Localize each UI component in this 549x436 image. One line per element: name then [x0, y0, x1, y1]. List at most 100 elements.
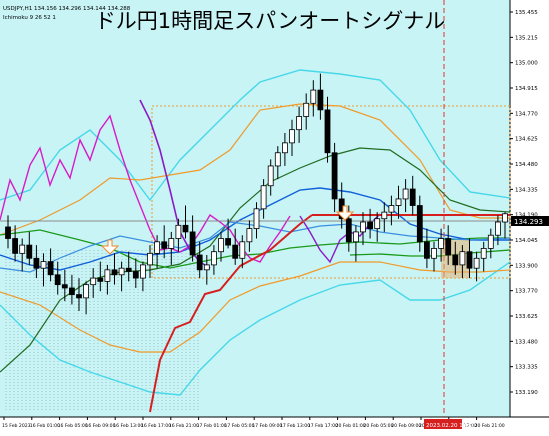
candle-body — [83, 284, 89, 299]
candle-body — [281, 142, 288, 154]
time-tick-label: 17 Feb 01:00 — [197, 423, 227, 429]
current-price-badge — [511, 216, 549, 226]
purple-line-2 — [299, 213, 381, 264]
candle-body — [26, 244, 33, 259]
candle-body — [61, 284, 68, 289]
price-tick-label: 135.455 — [515, 10, 538, 16]
candle-body — [494, 221, 501, 236]
time-tick-label: 17 Feb 13:00 — [280, 423, 310, 429]
time-tick-label: 17 Feb 09:00 — [252, 423, 282, 429]
candle-body — [90, 277, 97, 286]
candle-body — [260, 185, 267, 210]
lower-cyan-band — [0, 261, 511, 396]
candle-body — [182, 224, 189, 233]
candle-body — [154, 241, 161, 254]
candle-body — [303, 102, 310, 117]
candle-body — [118, 267, 125, 276]
candle-body — [367, 221, 374, 230]
candle-body — [19, 244, 26, 254]
time-tick-label: 20 Feb 01:00 — [336, 423, 366, 429]
time-tick-label: 16 Feb 01:00 — [30, 423, 60, 429]
candle-body — [253, 208, 260, 230]
sell-arrow[interactable] — [335, 205, 355, 221]
buy-arrow[interactable] — [100, 239, 120, 255]
current-price-label: 134.293 — [514, 218, 543, 226]
price-tick-label: 133.190 — [515, 390, 538, 396]
candle-body — [360, 221, 366, 233]
price-tick-label: 134.915 — [515, 86, 538, 92]
time-tick-label: 15 Feb 2023 — [2, 423, 31, 429]
time-tick-label: 17 Feb 05:00 — [224, 423, 254, 429]
candle-body — [416, 205, 423, 243]
candle-body — [132, 271, 139, 279]
candle-body — [232, 244, 239, 259]
candle-body — [196, 254, 203, 271]
time-tick-label: 16 Feb 09:00 — [85, 423, 115, 429]
candle-body — [345, 218, 352, 243]
upper-cyan-band — [0, 69, 511, 202]
red-span-line — [149, 214, 313, 413]
highlight-time-badge — [424, 419, 462, 429]
price-axis-background — [510, 0, 549, 417]
candle-body — [47, 261, 54, 276]
candle-body — [54, 274, 61, 286]
light-blue-line — [0, 221, 511, 273]
candle-body — [175, 224, 182, 239]
candle-body — [352, 231, 359, 243]
candle-body — [459, 251, 466, 266]
lower-orange-band — [0, 261, 511, 353]
time-tick-label: 20 Feb 05:00 — [363, 423, 393, 429]
candle-body — [161, 241, 168, 249]
price-tick-label: 134.335 — [515, 187, 538, 193]
candle-body — [473, 257, 480, 269]
candle-body — [104, 269, 111, 282]
price-tick-label: 133.770 — [515, 289, 538, 295]
time-tick-label: 16 Feb 17:00 — [141, 423, 171, 429]
cloud-region — [151, 105, 511, 279]
price-tick-label: 135.215 — [515, 35, 538, 41]
candle-body — [225, 238, 232, 246]
candle-body — [402, 188, 409, 200]
candle-body — [310, 89, 317, 104]
candle-body — [324, 109, 331, 154]
candle-body — [452, 254, 459, 266]
candle-body — [40, 261, 47, 269]
highlight-time-label: 2023.02.20 13:00 — [426, 423, 476, 429]
candle-body — [466, 251, 473, 269]
candle-body — [317, 89, 324, 111]
candle-body — [374, 218, 381, 230]
candle-body — [69, 287, 75, 295]
indicator-lines — [0, 69, 511, 413]
candle-body — [203, 264, 210, 271]
price-tick-label: 135.000 — [515, 61, 538, 67]
candle-body — [502, 213, 508, 223]
time-tick-label: 16 Feb 21:00 — [169, 423, 199, 429]
candle-body — [168, 238, 175, 249]
price-tick-label: 134.045 — [515, 238, 538, 244]
price-tick-label: 133.625 — [515, 314, 538, 320]
candle-body — [246, 228, 253, 243]
time-tick-label: 20 Feb 21:00 — [475, 423, 505, 429]
dark-green-line — [0, 147, 511, 373]
candle-body — [395, 198, 402, 206]
candle-body — [97, 277, 104, 282]
candle-body — [431, 247, 437, 259]
candle-body — [423, 241, 430, 259]
candle-body — [76, 294, 82, 299]
price-tick-label: 133.480 — [515, 339, 538, 345]
price-tick-label: 133.335 — [515, 365, 538, 371]
time-axis-background — [0, 417, 549, 432]
candle-body — [218, 238, 224, 253]
candle-body — [438, 238, 445, 249]
time-tick-label: 17 Feb 17:00 — [308, 423, 338, 429]
candle-body — [409, 188, 416, 206]
price-tick-label: 134.770 — [515, 111, 538, 117]
candle-body — [147, 252, 153, 266]
candles-group — [5, 73, 508, 315]
candle-body — [12, 238, 19, 254]
candle-body — [381, 211, 388, 220]
candle-body — [5, 226, 11, 239]
candle-body — [487, 234, 494, 249]
